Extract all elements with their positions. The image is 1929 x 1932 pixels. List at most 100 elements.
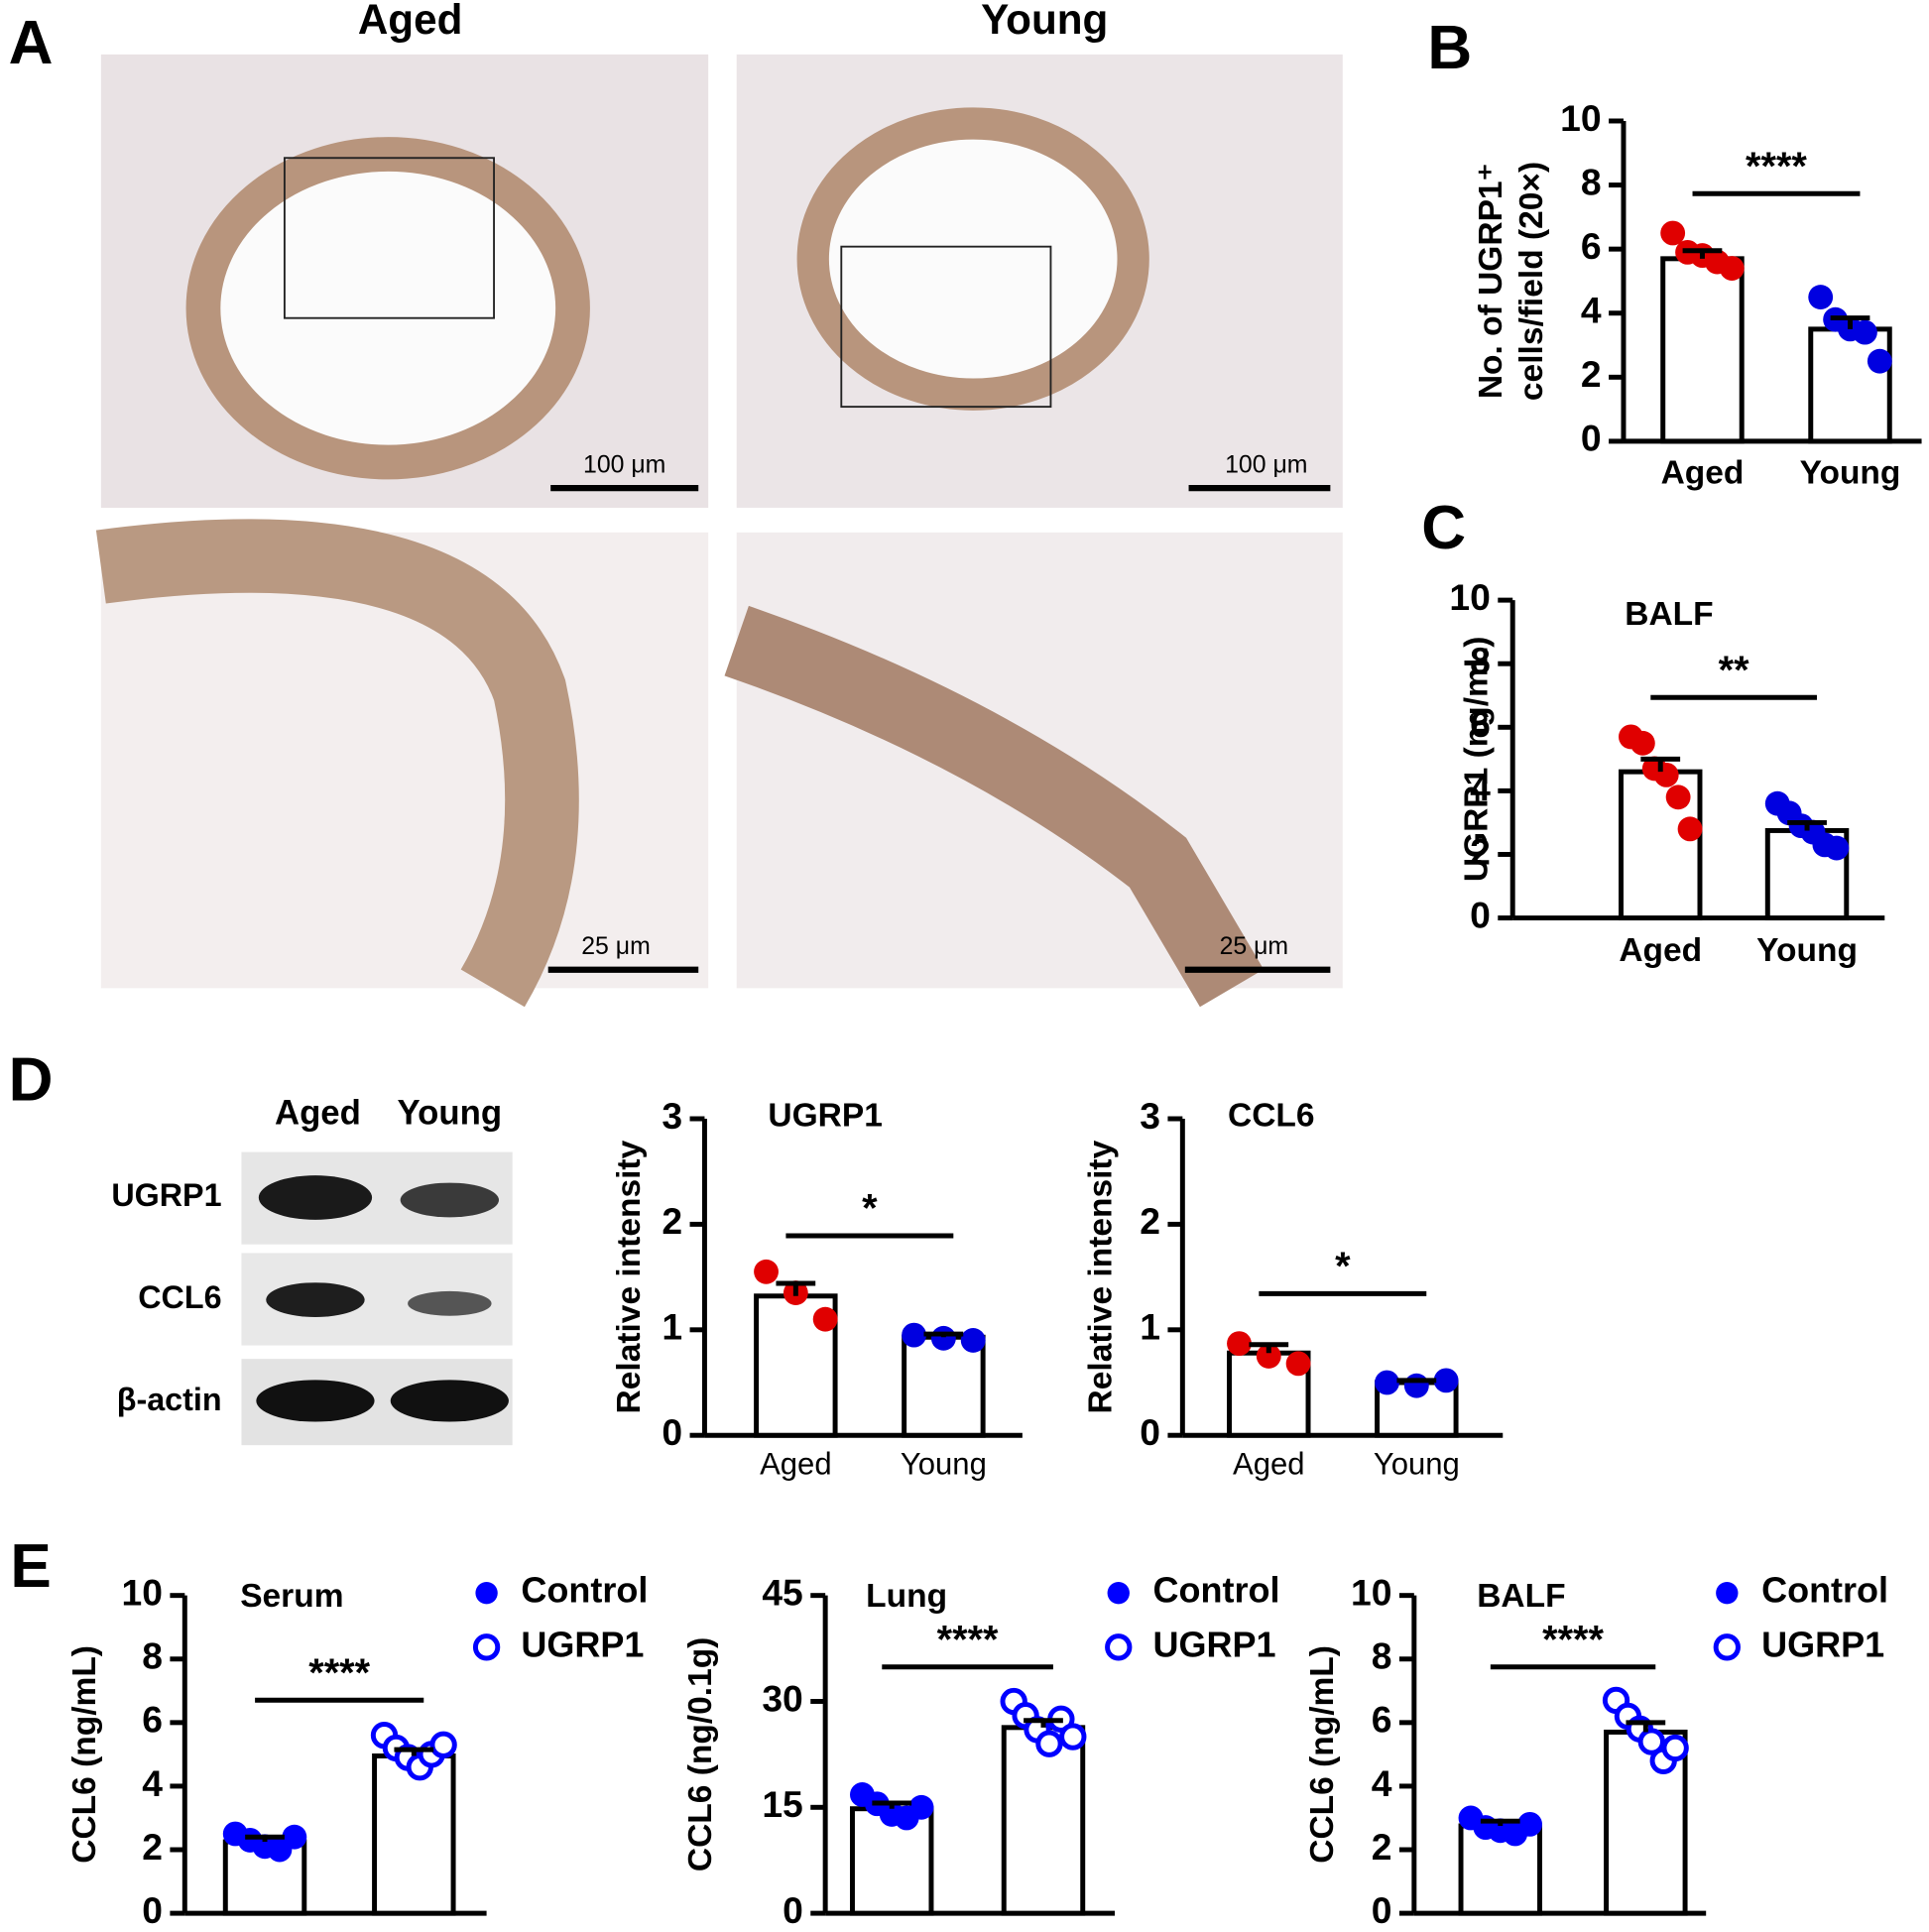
error-bar [776, 1280, 816, 1296]
significance-label: **** [1746, 145, 1807, 188]
panel-letter: E [10, 1532, 51, 1601]
data-point [282, 1824, 307, 1850]
y-tick-label: 2 [1470, 830, 1491, 872]
y-tick-label: 6 [1470, 703, 1491, 745]
data-point [1867, 348, 1892, 374]
blot-row: β-actin [117, 1382, 222, 1417]
y-axis-label: cells/field (20×) [1513, 162, 1550, 401]
data-point [960, 1328, 986, 1353]
y-tick-label: 10 [1449, 576, 1490, 618]
band [390, 1380, 509, 1422]
legend-marker [1105, 1633, 1133, 1661]
y-tick-label: 10 [1351, 1572, 1391, 1614]
panel-letter: D [9, 1046, 54, 1115]
chart-title: Lung [866, 1578, 947, 1615]
data-point [1653, 762, 1679, 787]
x-tick-label: Aged [1661, 454, 1745, 491]
band [400, 1182, 500, 1218]
chart-title: UGRP1 [768, 1098, 882, 1135]
data-point [1256, 1343, 1281, 1369]
y-tick-label: 2 [1581, 353, 1602, 395]
band [266, 1282, 365, 1317]
scale-label: 100 μm [1225, 451, 1307, 478]
data-point [1824, 835, 1850, 861]
scale-label: 25 μm [581, 933, 651, 960]
x-tick-label: Aged [760, 1446, 832, 1481]
bar [1660, 256, 1745, 444]
chart-title: BALF [1477, 1578, 1565, 1615]
epithelium [95, 519, 579, 1008]
data-point [1808, 285, 1834, 310]
y-tick-label: 0 [142, 1889, 163, 1931]
airway [796, 107, 1149, 411]
y-tick-label: 0 [1581, 418, 1602, 459]
data-point [1852, 319, 1877, 345]
error-bar [923, 1331, 964, 1338]
y-tick-label: 1 [1140, 1306, 1160, 1348]
band [408, 1290, 492, 1316]
y-tick-label: 45 [762, 1572, 802, 1614]
blot-column: Young [398, 1094, 503, 1132]
scale-label: 25 μm [1220, 933, 1289, 960]
y-axis-label: CCL6 (ng/0.1g) [682, 1637, 719, 1872]
legend-label: UGRP1 [1153, 1624, 1276, 1664]
legend-label: UGRP1 [1761, 1624, 1884, 1664]
y-tick-label: 3 [1140, 1095, 1160, 1137]
y-tick-label: 2 [1140, 1200, 1160, 1242]
x-tick-label: Young [901, 1446, 987, 1481]
y-tick-label: 4 [1470, 767, 1491, 808]
data-point [812, 1306, 838, 1332]
inset-box [283, 157, 495, 319]
epithelium [724, 605, 1265, 1008]
y-tick-label: 0 [783, 1889, 803, 1931]
data-point [1660, 220, 1686, 246]
legend-label: Control [521, 1570, 648, 1611]
data-point [1637, 1728, 1665, 1755]
chart-title: Serum [240, 1578, 343, 1615]
band [256, 1380, 375, 1422]
significance-label: **** [308, 1651, 370, 1695]
legend-label: Control [1153, 1570, 1280, 1611]
y-tick-label: 1 [662, 1306, 682, 1348]
y-tick-label: 4 [1581, 290, 1602, 331]
y-tick-label: 10 [1560, 97, 1601, 139]
column-label: Young [981, 0, 1108, 43]
error-bar [1480, 1818, 1520, 1826]
data-point [754, 1259, 779, 1284]
y-tick-label: 8 [1470, 640, 1491, 681]
bar [372, 1753, 456, 1916]
column-label: Aged [358, 0, 463, 43]
error-bar [1640, 756, 1681, 773]
significance-label: **** [937, 1618, 999, 1661]
y-tick-label: 2 [1372, 1826, 1392, 1868]
y-tick-label: 30 [762, 1677, 802, 1719]
blot-row: UGRP1 [111, 1177, 221, 1213]
y-tick-label: 10 [122, 1572, 163, 1614]
bar [902, 1334, 986, 1438]
inset-box [840, 245, 1052, 409]
y-tick-label: 8 [1372, 1635, 1392, 1677]
y-tick-label: 0 [1140, 1411, 1160, 1453]
y-tick-label: 15 [762, 1783, 802, 1825]
legend-marker [472, 1633, 501, 1661]
y-axis-label: CCL6 (ng/mL) [66, 1645, 103, 1864]
y-tick-label: 2 [662, 1200, 682, 1242]
y-tick-label: 3 [662, 1095, 682, 1137]
y-tick-label: 0 [1470, 894, 1491, 935]
data-point [902, 1322, 926, 1348]
data-point [1517, 1811, 1543, 1837]
error-bar [1626, 1720, 1666, 1733]
data-point [930, 1325, 956, 1351]
panel-letter: C [1421, 494, 1466, 562]
legend-label: UGRP1 [521, 1624, 644, 1664]
data-point [1375, 1370, 1399, 1395]
y-axis-label: CCL6 (ng/mL) [1304, 1645, 1341, 1864]
significance-label: * [1335, 1245, 1351, 1288]
blot-row: CCL6 [138, 1279, 221, 1315]
data-point [908, 1794, 934, 1820]
error-bar [1787, 819, 1827, 831]
y-tick-label: 6 [1581, 225, 1602, 267]
data-point [1677, 816, 1703, 842]
legend-marker [1107, 1582, 1130, 1605]
